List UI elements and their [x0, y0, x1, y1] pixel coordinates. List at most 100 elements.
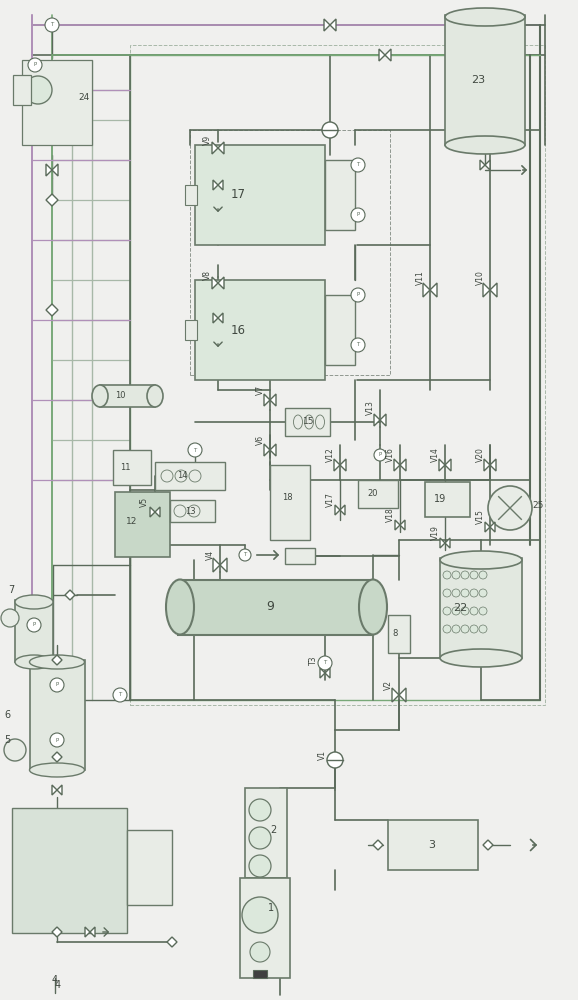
- Circle shape: [461, 571, 469, 579]
- Circle shape: [249, 855, 271, 877]
- Circle shape: [452, 571, 460, 579]
- Text: V8: V8: [202, 270, 212, 280]
- Bar: [115, 492, 170, 557]
- Circle shape: [452, 589, 460, 597]
- Ellipse shape: [445, 136, 525, 154]
- Text: V16: V16: [386, 448, 395, 462]
- Polygon shape: [167, 937, 177, 947]
- Ellipse shape: [29, 763, 84, 777]
- Text: 4: 4: [52, 975, 58, 985]
- Bar: [113, 450, 151, 485]
- Text: V18: V18: [386, 508, 395, 522]
- Circle shape: [479, 589, 487, 597]
- Text: 5: 5: [4, 735, 10, 745]
- Polygon shape: [65, 590, 75, 600]
- Text: 23: 23: [471, 75, 485, 85]
- Circle shape: [351, 338, 365, 352]
- Circle shape: [45, 18, 59, 32]
- Polygon shape: [374, 414, 380, 426]
- Bar: [325, 295, 355, 365]
- Bar: [358, 480, 398, 508]
- Polygon shape: [324, 19, 330, 31]
- Polygon shape: [220, 558, 227, 572]
- Text: 13: 13: [185, 506, 195, 516]
- Polygon shape: [480, 160, 485, 170]
- Circle shape: [50, 733, 64, 747]
- Circle shape: [452, 625, 460, 633]
- Polygon shape: [430, 283, 437, 297]
- Text: P: P: [55, 682, 58, 688]
- Circle shape: [351, 288, 365, 302]
- Text: V17: V17: [325, 493, 335, 507]
- Circle shape: [27, 618, 41, 632]
- Polygon shape: [439, 459, 445, 471]
- Circle shape: [24, 76, 52, 104]
- Polygon shape: [325, 668, 330, 678]
- Text: 11: 11: [120, 462, 130, 472]
- Polygon shape: [373, 840, 383, 850]
- Bar: [185, 320, 197, 340]
- Ellipse shape: [92, 385, 108, 407]
- Circle shape: [461, 589, 469, 597]
- Polygon shape: [85, 927, 90, 937]
- Polygon shape: [400, 459, 406, 471]
- Polygon shape: [394, 459, 400, 471]
- Circle shape: [479, 625, 487, 633]
- Polygon shape: [385, 49, 391, 61]
- Text: V7: V7: [255, 385, 265, 395]
- Text: P: P: [34, 62, 36, 68]
- Polygon shape: [213, 313, 218, 323]
- Bar: [195, 280, 325, 380]
- Polygon shape: [392, 688, 399, 702]
- Polygon shape: [52, 164, 58, 176]
- Ellipse shape: [147, 385, 163, 407]
- Polygon shape: [150, 507, 155, 517]
- Bar: [388, 820, 478, 870]
- Polygon shape: [212, 277, 218, 289]
- Polygon shape: [485, 522, 490, 532]
- Circle shape: [113, 688, 127, 702]
- Circle shape: [479, 571, 487, 579]
- Text: V1: V1: [317, 750, 327, 760]
- Bar: [185, 185, 197, 205]
- Circle shape: [249, 799, 271, 821]
- Polygon shape: [52, 927, 62, 937]
- Text: 6: 6: [4, 710, 10, 720]
- Polygon shape: [218, 277, 224, 289]
- Polygon shape: [490, 522, 495, 532]
- Bar: [127, 830, 172, 905]
- Text: T: T: [357, 162, 360, 167]
- Polygon shape: [52, 785, 57, 795]
- Circle shape: [318, 656, 332, 670]
- Text: T3: T3: [309, 655, 317, 665]
- Circle shape: [1, 609, 19, 627]
- Text: 8: 8: [392, 630, 398, 639]
- Polygon shape: [340, 459, 346, 471]
- Text: 24: 24: [78, 94, 89, 103]
- Polygon shape: [52, 752, 62, 762]
- Bar: [13, 75, 31, 105]
- Circle shape: [4, 739, 26, 761]
- Polygon shape: [484, 459, 490, 471]
- Polygon shape: [46, 304, 58, 316]
- Bar: [240, 878, 290, 978]
- Text: 25: 25: [532, 502, 543, 510]
- Text: 17: 17: [231, 188, 246, 202]
- Bar: [170, 500, 215, 522]
- Text: 20: 20: [368, 489, 378, 498]
- Polygon shape: [270, 394, 276, 406]
- Circle shape: [470, 607, 478, 615]
- Circle shape: [443, 589, 451, 597]
- Text: T: T: [243, 552, 247, 558]
- Bar: [100, 385, 155, 407]
- Circle shape: [452, 607, 460, 615]
- Bar: [178, 580, 373, 635]
- Circle shape: [28, 58, 42, 72]
- Circle shape: [50, 678, 64, 692]
- Polygon shape: [483, 840, 493, 850]
- Polygon shape: [213, 180, 218, 190]
- Circle shape: [470, 571, 478, 579]
- Text: 1: 1: [268, 903, 274, 913]
- Polygon shape: [90, 927, 95, 937]
- Text: V6: V6: [255, 435, 265, 445]
